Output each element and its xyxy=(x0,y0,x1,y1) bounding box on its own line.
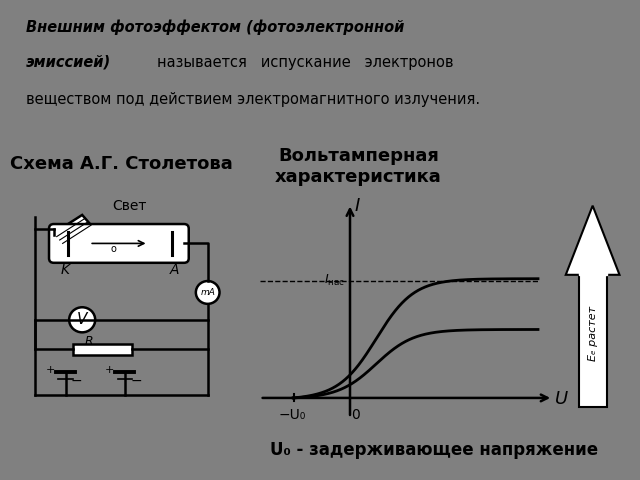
Text: эмиссией): эмиссией) xyxy=(26,55,111,70)
Polygon shape xyxy=(54,215,94,247)
FancyBboxPatch shape xyxy=(49,224,189,263)
Circle shape xyxy=(196,281,220,304)
Text: веществом под действием электромагнитного излучения.: веществом под действием электромагнитног… xyxy=(26,92,480,107)
Text: Схема А.Г. Столетова: Схема А.Г. Столетова xyxy=(10,156,233,173)
Text: −: − xyxy=(131,374,143,388)
Text: +: + xyxy=(45,365,55,375)
Text: −U₀: −U₀ xyxy=(278,408,305,421)
Text: Eₑ растет: Eₑ растет xyxy=(588,306,598,360)
Text: R: R xyxy=(85,335,93,348)
Text: V: V xyxy=(77,312,88,327)
Circle shape xyxy=(69,307,95,332)
Text: Свет: Свет xyxy=(113,199,147,213)
Text: I: I xyxy=(355,197,360,215)
Text: 0: 0 xyxy=(351,408,360,421)
Text: mA: mA xyxy=(200,288,215,297)
Text: +: + xyxy=(105,365,114,375)
Polygon shape xyxy=(579,268,607,407)
Text: о: о xyxy=(110,244,116,253)
Polygon shape xyxy=(566,206,620,275)
Text: −: − xyxy=(70,374,82,388)
Text: $I_\mathsf{нас}$: $I_\mathsf{нас}$ xyxy=(324,273,346,288)
Text: называется   испускание   электронов: называется испускание электронов xyxy=(157,55,453,70)
Text: Вольтамперная
характеристика: Вольтамперная характеристика xyxy=(275,147,442,186)
Text: U: U xyxy=(555,390,568,408)
Text: A: A xyxy=(170,263,179,277)
Text: Внешним фотоэффектом (фотоэлектронной: Внешним фотоэффектом (фотоэлектронной xyxy=(26,19,404,35)
Bar xyxy=(73,344,132,355)
Text: U₀ - задерживающее напряжение: U₀ - задерживающее напряжение xyxy=(269,441,598,459)
Text: K: K xyxy=(61,263,70,277)
Polygon shape xyxy=(579,268,607,275)
